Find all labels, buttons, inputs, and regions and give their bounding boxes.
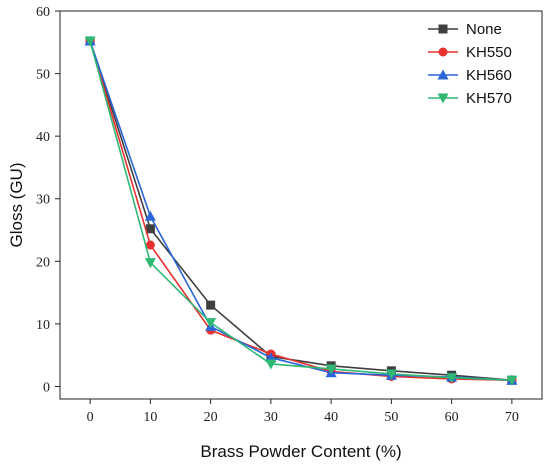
series-layer: [84, 35, 518, 386]
y-tick-label: 10: [36, 318, 50, 333]
data-point: [84, 36, 96, 47]
x-tick-label: 30: [264, 410, 278, 425]
y-axis-title: Gloss (GU): [7, 163, 26, 248]
legend-label: None: [466, 21, 502, 38]
x-axis: 0 10 20 30 40 50 60 70: [87, 399, 519, 425]
legend-label: KH560: [466, 67, 512, 84]
data-point: [145, 240, 155, 250]
x-tick-label: 20: [204, 410, 218, 425]
data-point: [145, 224, 155, 234]
series-line: [89, 40, 512, 382]
data-point: [385, 369, 397, 380]
x-tick-label: 0: [87, 410, 94, 425]
data-point: [446, 373, 458, 384]
data-point: [506, 375, 518, 386]
series-kh570: [84, 36, 518, 386]
y-tick-label: 60: [36, 5, 50, 20]
legend: None KH550 KH560 KH570: [428, 21, 512, 107]
legend-marker: [437, 69, 449, 80]
legend-marker: [437, 93, 449, 104]
plot-area: [59, 10, 543, 400]
legend-item: KH550: [428, 44, 512, 61]
x-tick-label: 40: [324, 410, 338, 425]
x-tick-label: 70: [505, 410, 519, 425]
legend-label: KH550: [466, 44, 512, 61]
y-tick-label: 20: [36, 255, 50, 270]
plot-frame: [59, 10, 543, 400]
legend-item: None: [428, 21, 502, 38]
legend-label: KH570: [466, 90, 512, 107]
data-point: [265, 359, 277, 370]
legend-item: KH560: [428, 67, 512, 84]
series-line: [89, 40, 512, 382]
data-point: [144, 258, 156, 269]
x-tick-label: 50: [384, 410, 398, 425]
series-kh560: [84, 35, 518, 385]
x-tick-label: 10: [143, 410, 157, 425]
series-line: [89, 40, 512, 382]
y-tick-label: 30: [36, 193, 50, 208]
series-none: [85, 36, 517, 385]
series-kh550: [85, 36, 517, 385]
x-tick-label: 60: [445, 410, 459, 425]
y-tick-label: 50: [36, 68, 50, 83]
data-point: [144, 210, 156, 221]
x-axis-title: Brass Powder Content (%): [200, 442, 401, 461]
y-axis: 0 10 20 30 40 50 60: [36, 5, 60, 395]
legend-marker: [438, 24, 448, 34]
data-point: [206, 300, 216, 310]
y-tick-label: 0: [43, 380, 50, 395]
legend-item: KH570: [428, 90, 512, 107]
y-tick-label: 40: [36, 130, 50, 145]
series-line: [89, 40, 512, 382]
legend-marker: [438, 47, 448, 57]
data-point: [325, 364, 337, 375]
data-point: [205, 318, 217, 329]
